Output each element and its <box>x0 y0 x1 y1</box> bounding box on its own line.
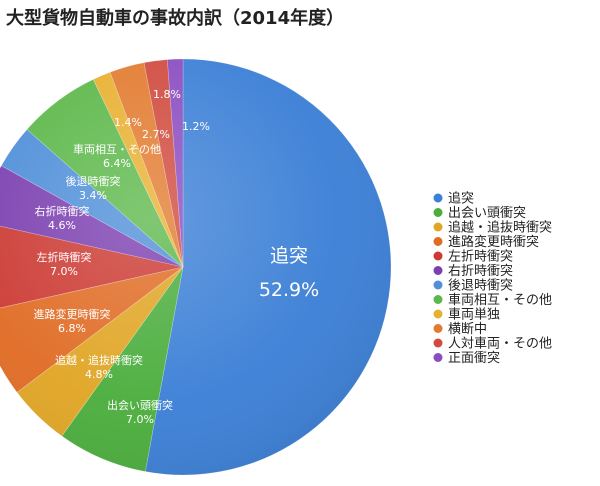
slice-label-category-8: 車両相互・その他 <box>73 142 161 156</box>
slice-label-category-3: 追越・追抜時衝突 <box>55 353 143 367</box>
slice-label-value-7: 3.4% <box>79 189 107 202</box>
legend-swatch-1 <box>433 193 443 203</box>
legend-swatch-6 <box>433 266 443 275</box>
legend-swatch-8 <box>433 295 443 304</box>
slice-label-value-10: 2.7% <box>142 128 170 141</box>
legend-swatch-3 <box>433 222 443 232</box>
slice-label-value-6: 4.6% <box>48 219 76 232</box>
slice-label-value-11: 1.8% <box>153 88 181 101</box>
legend-label-2: 出会い頭衝突 <box>448 205 526 221</box>
slice-label-category-7: 後退時衝突 <box>66 174 121 188</box>
chart-title: 大型貨物自動車の事故内訳（2014年度） <box>6 8 345 29</box>
slice-label-category-6: 右折時衝突 <box>35 204 90 218</box>
slice-label-category-4: 進路変更時衝突 <box>34 307 111 321</box>
legend-swatch-7 <box>433 280 443 290</box>
legend-label-1: 追突 <box>448 191 474 207</box>
legend-label-7: 後退時衝突 <box>448 278 513 294</box>
slice-label-value-2: 7.0% <box>126 413 154 426</box>
legend-label-11: 人対車両・その他 <box>448 337 552 352</box>
legend-swatch-12 <box>433 353 443 362</box>
slice-label-category-2: 出会い頭衝突 <box>107 398 173 412</box>
legend-label-12: 正面衝突 <box>448 350 500 366</box>
legend-label-3: 追越・追抜時衝突 <box>448 220 552 236</box>
legend-label-6: 右折時衝突 <box>448 263 513 279</box>
legend-swatch-5 <box>433 251 443 261</box>
legend-label-5: 左折時衝突 <box>448 249 513 265</box>
slice-label-value-8: 6.4% <box>103 157 131 170</box>
slice-label-category-1: 追突 <box>270 245 308 267</box>
slice-label-value-3: 4.8% <box>85 368 113 381</box>
legend: 追突出会い頭衝突追越・追抜時衝突進路変更時衝突左折時衝突右折時衝突後退時衝突車両… <box>433 191 552 366</box>
slice-label-value-5: 7.0% <box>50 265 78 278</box>
legend-label-10: 横断中 <box>448 322 487 337</box>
slice-label-value-9: 1.4% <box>114 116 142 129</box>
legend-swatch-10 <box>433 324 443 333</box>
legend-label-9: 車両単独 <box>448 307 500 323</box>
slice-label-value-1: 52.9% <box>259 279 319 301</box>
slice-label-value-12: 1.2% <box>182 120 210 133</box>
slice-label-category-5: 左折時衝突 <box>37 250 92 264</box>
legend-swatch-4 <box>433 237 443 246</box>
pie-slice-labels: 追突52.9%出会い頭衝突7.0%追越・追抜時衝突4.8%進路変更時衝突6.8%… <box>34 88 320 426</box>
legend-label-4: 進路変更時衝突 <box>448 234 539 250</box>
slice-label-value-4: 6.8% <box>58 322 86 335</box>
legend-label-8: 車両相互・その他 <box>448 293 552 308</box>
legend-swatch-2 <box>433 208 443 217</box>
legend-swatch-11 <box>433 338 443 348</box>
legend-swatch-9 <box>433 309 443 319</box>
